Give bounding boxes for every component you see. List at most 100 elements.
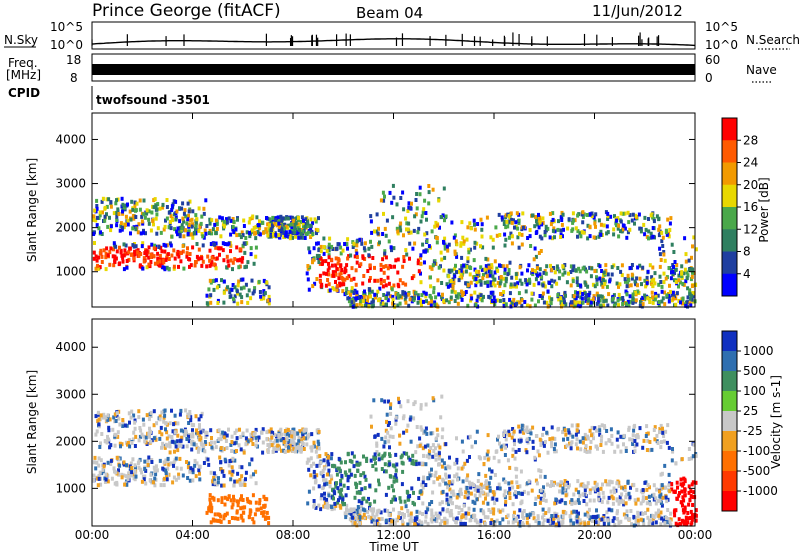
velocity-pixel bbox=[514, 518, 518, 523]
power-pixel bbox=[587, 295, 591, 300]
power-pixel bbox=[98, 213, 102, 218]
power-pixel bbox=[521, 211, 525, 216]
velocity-pixel bbox=[281, 437, 285, 441]
power-pixel bbox=[563, 263, 567, 267]
power-pixel bbox=[429, 284, 433, 289]
power-pixel bbox=[95, 204, 99, 208]
power-pixel bbox=[503, 267, 507, 272]
velocity-pixel bbox=[490, 518, 494, 523]
velocity-pixel bbox=[599, 438, 603, 443]
velocity-pixel bbox=[569, 442, 573, 447]
velocity-pixel bbox=[211, 479, 215, 484]
power-pixel bbox=[606, 214, 610, 218]
velocity-pixel bbox=[146, 463, 150, 467]
power-pixel bbox=[116, 207, 120, 212]
velocity-pixel bbox=[469, 491, 473, 496]
power-pixel bbox=[121, 259, 125, 264]
power-pixel bbox=[505, 219, 509, 224]
power-pixel bbox=[479, 279, 483, 284]
velocity-pixel bbox=[118, 422, 122, 427]
velocity-pixel bbox=[254, 427, 258, 432]
power-pixel bbox=[677, 284, 680, 289]
power-pixel bbox=[512, 284, 515, 289]
velocity-pixel bbox=[226, 497, 230, 502]
velocity-pixel bbox=[502, 493, 506, 498]
velocity-pixel bbox=[512, 438, 516, 443]
velocity-pixel bbox=[375, 512, 379, 517]
velocity-pixel bbox=[134, 474, 138, 479]
power-pixel bbox=[424, 294, 428, 299]
velocity-pixel bbox=[514, 466, 518, 471]
power-pixel bbox=[421, 210, 425, 215]
power-pixel bbox=[367, 304, 371, 309]
colorbar-segment bbox=[722, 273, 737, 297]
velocity-pixel bbox=[356, 468, 360, 473]
power-pixel bbox=[565, 280, 569, 285]
velocity-pixel bbox=[165, 477, 169, 482]
power-pixel bbox=[176, 252, 180, 257]
velocity-pixel bbox=[222, 435, 226, 440]
velocity-pixel bbox=[315, 428, 319, 433]
power-pixel bbox=[668, 228, 672, 232]
power-pixel bbox=[474, 283, 478, 288]
velocity-pixel bbox=[684, 515, 688, 520]
power-pixel bbox=[319, 244, 323, 249]
velocity-pixel bbox=[460, 466, 464, 471]
power-pixel bbox=[177, 264, 180, 269]
y-tick-label: 2000 bbox=[55, 434, 86, 448]
power-pixel bbox=[356, 296, 360, 300]
velocity-pixel bbox=[438, 482, 442, 487]
velocity-pixel bbox=[141, 417, 145, 422]
velocity-pixel bbox=[199, 414, 203, 419]
power-pixel bbox=[193, 263, 197, 268]
power-pixel bbox=[413, 214, 417, 219]
power-pixel bbox=[509, 211, 513, 216]
velocity-pixel bbox=[92, 460, 96, 465]
velocity-pixel bbox=[375, 441, 379, 446]
power-pixel bbox=[202, 235, 206, 240]
power-pixel bbox=[466, 303, 470, 308]
velocity-pixel bbox=[425, 454, 429, 459]
velocity-pixel bbox=[170, 461, 174, 466]
power-pixel bbox=[514, 272, 518, 277]
velocity-pixel bbox=[661, 430, 665, 435]
velocity-pixel bbox=[358, 480, 362, 485]
velocity-pixel bbox=[402, 414, 406, 419]
power-pixel bbox=[338, 283, 342, 288]
velocity-pixel bbox=[475, 520, 479, 525]
power-pixel bbox=[404, 248, 408, 253]
power-pixel bbox=[633, 221, 636, 226]
velocity-pixel bbox=[297, 435, 301, 440]
power-pixel bbox=[597, 296, 600, 301]
velocity-pixel bbox=[307, 467, 311, 472]
power-pixel bbox=[480, 267, 484, 272]
velocity-pixel bbox=[633, 498, 637, 503]
power-pixel bbox=[191, 209, 195, 214]
power-pixel bbox=[533, 268, 537, 273]
power-pixel bbox=[190, 217, 194, 222]
velocity-pixel bbox=[394, 452, 398, 457]
velocity-pixel bbox=[323, 491, 326, 496]
power-pixel bbox=[479, 265, 483, 270]
power-pixel bbox=[390, 200, 394, 205]
velocity-pixel bbox=[204, 430, 208, 435]
power-pixel bbox=[277, 221, 281, 226]
velocity-pixel bbox=[673, 489, 677, 494]
power-pixel bbox=[665, 232, 669, 237]
velocity-pixel bbox=[567, 428, 571, 433]
power-pixel bbox=[388, 294, 392, 299]
velocity-pixel bbox=[291, 437, 295, 442]
power-pixel bbox=[470, 296, 474, 301]
power-pixel bbox=[230, 287, 234, 292]
power-pixel bbox=[578, 269, 582, 274]
velocity-pixel bbox=[388, 434, 392, 439]
power-pixel bbox=[176, 226, 180, 231]
power-pixel bbox=[381, 284, 385, 289]
power-pixel bbox=[214, 278, 218, 283]
velocity-pixel bbox=[407, 494, 411, 499]
velocity-pixel bbox=[440, 394, 444, 399]
velocity-pixel bbox=[377, 478, 380, 483]
velocity-pixel bbox=[644, 496, 648, 501]
velocity-pixel bbox=[194, 414, 198, 419]
power-pixel bbox=[145, 253, 149, 258]
